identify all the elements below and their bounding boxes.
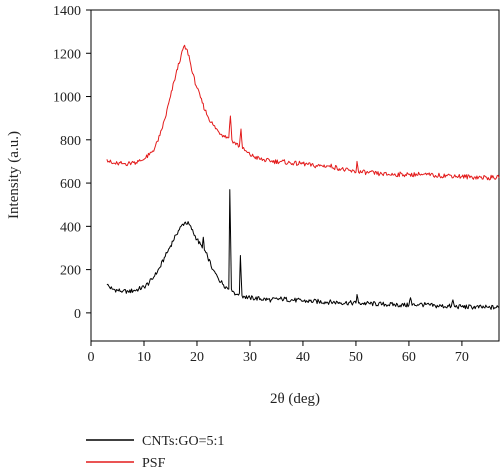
y-tick-label: 200: [60, 264, 81, 279]
plot-frame: [90, 9, 500, 342]
x-tick-label: 0: [88, 350, 95, 365]
series-layer: [106, 44, 500, 310]
y-axis-title: Intensity (a.u.): [6, 131, 22, 219]
y-tick-label: 800: [60, 134, 81, 149]
legend: CNTs:GO=5:1 PSF: [86, 434, 224, 471]
legend-label: CNTs:GO=5:1: [142, 434, 224, 449]
x-tick-label: 50: [349, 350, 363, 365]
y-axis-ticks: 0 200 400 600 800 1000 1200 1400: [53, 4, 91, 322]
y-tick-label: 1200: [53, 47, 81, 62]
x-tick-label: 60: [402, 350, 416, 365]
series-line-psf: [106, 44, 500, 181]
plot-area: [90, 9, 500, 342]
x-tick-label: 30: [243, 350, 257, 365]
x-tick-label: 20: [190, 350, 204, 365]
legend-label: PSF: [142, 456, 166, 471]
x-tick-label: 10: [137, 350, 151, 365]
y-tick-label: 400: [60, 220, 81, 235]
y-tick-label: 1000: [53, 91, 81, 106]
x-axis-ticks: 0 10 20 30 40 50 60 70: [88, 341, 469, 365]
x-tick-label: 40: [296, 350, 310, 365]
y-tick-label: 600: [60, 177, 81, 192]
y-tick-label: 1400: [53, 4, 81, 19]
x-axis-title: 2θ (deg): [270, 391, 320, 407]
x-tick-label: 70: [455, 350, 469, 365]
y-tick-label: 0: [74, 307, 81, 322]
series-line-cnts-go: [106, 189, 500, 310]
